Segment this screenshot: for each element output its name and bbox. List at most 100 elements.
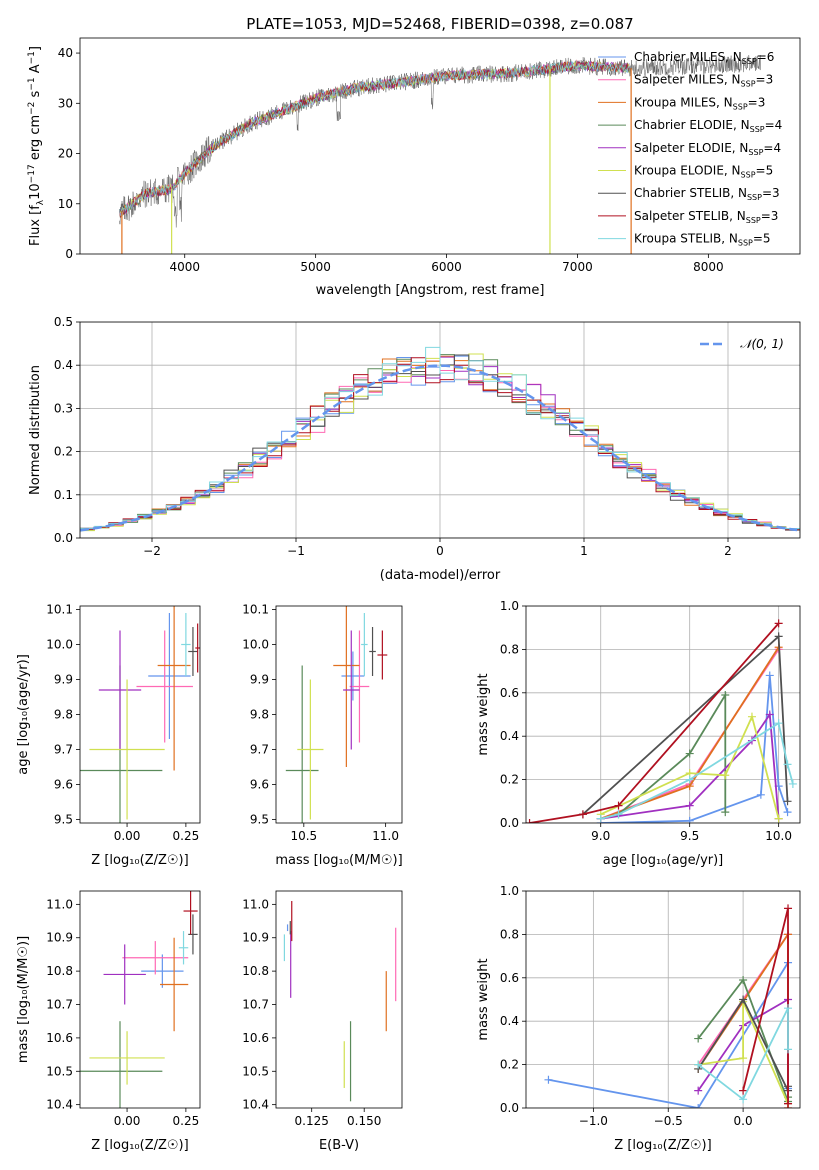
mass_weight_vs_Z-frame: [525, 890, 801, 1109]
y-tick-label: 0.4: [500, 729, 519, 743]
mass-weight-marker: [783, 797, 792, 806]
mass-weight-marker: [721, 771, 730, 780]
mass-weight-marker: [685, 775, 694, 784]
x-tick-label: 9.5: [680, 829, 699, 843]
y-tick-label: 9.5: [54, 813, 73, 827]
mass-weight-marker: [784, 904, 793, 913]
y-tick-label: 10.6: [242, 1031, 269, 1045]
mass_weight_vs_age-axes: 9.0 9.5 10.0 0.0 0.2 0.4 0.6 0.8 1.0 age [log₁₀(a…: [476, 599, 801, 868]
y-tick-label: 10.8: [242, 964, 269, 978]
y-tick-label: 0.4: [500, 1014, 519, 1028]
residuals-plot-area: [80, 322, 800, 538]
y-tick-label: 10.6: [46, 1031, 73, 1045]
mass_weight_vs_Z-y-label: mass weight: [476, 958, 491, 1040]
y-tick-label: 0.3: [54, 401, 73, 415]
x-tick-label: 0.0: [734, 1114, 753, 1128]
y-tick-label: 0: [65, 247, 73, 261]
y-tick-label: 9.6: [250, 778, 269, 792]
y-tick-label: 0.8: [500, 927, 519, 941]
x-tick-label: 0.150: [347, 1114, 381, 1128]
legend-entry: Chabrier STELIB, NSSP=3: [634, 186, 780, 202]
mass-weight-marker: [739, 975, 748, 984]
x-tick-label: 11.0: [372, 829, 399, 843]
mass-weight-marker: [784, 1004, 793, 1013]
x-tick-label: −0.5: [654, 1114, 683, 1128]
mass-weight-marker: [774, 619, 783, 628]
y-tick-label: 10.0: [46, 638, 73, 652]
x-tick-label: 1: [580, 544, 588, 558]
mass-weight-marker: [765, 671, 774, 680]
gaussian-reference-line: [80, 364, 798, 532]
age_vs_Z-y-label: age [log₁₀(age/yr)]: [16, 654, 31, 775]
mass-weight-line: [697, 1007, 789, 1101]
y-tick-label: 10.7: [242, 998, 269, 1012]
mass_vs_Z-frame: [79, 890, 201, 1109]
y-tick-label: 10: [58, 197, 73, 211]
mass-weight-marker: [694, 1034, 703, 1043]
y-tick-label: 0.2: [500, 1058, 519, 1072]
mass_vs_Z-y-label: mass [log₁₀(M/M☉)]: [16, 936, 31, 1063]
y-tick-label: 9.9: [54, 673, 73, 687]
y-tick-label: 0.0: [54, 531, 73, 545]
mass-weight-marker: [739, 1054, 748, 1063]
spectrum-y-label: Flux [fλ10−17 erg cm−2 s−1 A−1]: [27, 46, 46, 246]
y-tick-label: 0.1: [54, 488, 73, 502]
x-tick-label: 4000: [169, 260, 200, 274]
legend-entry: 𝒩(0, 1): [740, 337, 784, 351]
x-tick-label: 8000: [693, 260, 724, 274]
y-tick-label: 9.6: [54, 778, 73, 792]
mass-weight-marker: [721, 808, 730, 817]
figure-title: PLATE=1053, MJD=52468, FIBERID=0398, z=0…: [246, 15, 633, 33]
mass-weight-marker: [721, 690, 730, 699]
x-tick-label: −1: [287, 544, 305, 558]
y-tick-label: 0.0: [500, 816, 519, 830]
mass-weight-marker: [694, 1060, 703, 1069]
x-tick-label: 10.0: [765, 829, 792, 843]
mass-weight-line: [529, 622, 780, 823]
y-tick-label: 9.9: [250, 673, 269, 687]
x-tick-label: 2: [724, 544, 732, 558]
y-tick-label: 20: [58, 147, 73, 161]
y-tick-label: 10.8: [46, 964, 73, 978]
mass_vs_Z-axes: 0.00 0.25 10.4 10.5 10.6 10.7 10.8 10.9 11.0 Z [l…: [16, 890, 201, 1153]
mass-weight-marker: [765, 710, 774, 719]
y-tick-label: 10.1: [242, 603, 269, 617]
age_vs_Z-plot-area: [80, 606, 200, 823]
y-tick-label: 10.9: [46, 931, 73, 945]
mass-weight-marker: [783, 760, 792, 769]
mass_vs_ebv-plot-area: [283, 901, 397, 1102]
y-tick-label: 0.6: [500, 971, 519, 985]
x-tick-label: 6000: [431, 260, 462, 274]
y-tick-label: 0.6: [500, 686, 519, 700]
y-tick-label: 0.4: [54, 358, 73, 372]
y-tick-label: 0.5: [54, 315, 73, 329]
y-tick-label: 30: [58, 96, 73, 110]
mass-weight-marker: [685, 749, 694, 758]
y-tick-label: 1.0: [500, 884, 519, 898]
legend-entry: Kroupa STELIB, NSSP=5: [634, 232, 771, 248]
legend-entry: Chabrier ELODIE, NSSP=4: [634, 118, 782, 134]
y-tick-label: 10.5: [46, 1064, 73, 1078]
x-tick-label: 9.0: [591, 829, 610, 843]
mass-weight-marker: [694, 1086, 703, 1095]
mass-weight-marker: [774, 814, 783, 823]
mass_vs_Z-x-label: Z [log₁₀(Z/Z☉)]: [91, 1138, 188, 1153]
x-tick-label: −2: [143, 544, 161, 558]
y-tick-label: 10.7: [46, 998, 73, 1012]
mass_vs_ebv-frame: [275, 890, 403, 1109]
age_vs_mass-plot-area: [285, 606, 388, 823]
mass-weight-marker: [756, 790, 765, 799]
x-tick-label: 0.25: [173, 829, 200, 843]
mass-weight-marker: [614, 801, 623, 810]
residuals-axes: −2 −1 0 1 2 0.0 0.1 0.2 0.3 0.4 0.5 𝒩(0, 1) (data-mo…: [28, 315, 801, 583]
mass-weight-marker: [739, 1086, 748, 1095]
spectrum-frame: [79, 37, 801, 255]
legend-entry: Salpeter ELODIE, NSSP=4: [634, 141, 781, 157]
y-tick-label: 40: [58, 46, 73, 60]
y-tick-label: 9.8: [54, 708, 73, 722]
spectrum-model-line: [118, 60, 630, 216]
spectrum-x-label: wavelength [Angstrom, rest frame]: [316, 283, 545, 298]
y-tick-label: 10.0: [242, 638, 269, 652]
y-tick-label: 10.4: [242, 1098, 269, 1112]
mass-weight-line: [600, 675, 789, 823]
